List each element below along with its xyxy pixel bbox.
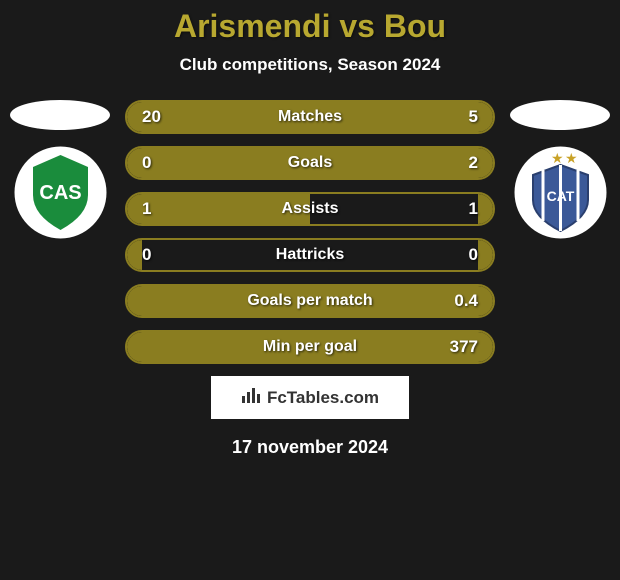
stat-label: Hattricks xyxy=(276,246,344,264)
player-right-side: ★ ★ CAT xyxy=(505,100,615,240)
site-badge: FcTables.com xyxy=(211,376,409,419)
player-left-side: CAS xyxy=(5,100,115,240)
stat-label: Matches xyxy=(278,108,342,126)
stat-value-left: 20 xyxy=(142,107,161,127)
stat-value-right: 377 xyxy=(450,337,478,357)
svg-text:★: ★ xyxy=(565,150,578,166)
main-content: CAS 20 5 Matches 0 2 Goals 1 1 Assists 0 0 Hattrick… xyxy=(0,100,620,364)
stat-label: Goals xyxy=(288,154,332,172)
stat-fill-right xyxy=(420,102,493,132)
stat-row: 0.4 Goals per match xyxy=(125,284,495,318)
stat-fill-left xyxy=(127,332,142,362)
player-left-avatar xyxy=(10,100,110,130)
stat-fill-right xyxy=(478,194,493,224)
stat-row: 20 5 Matches xyxy=(125,100,495,134)
stat-label: Min per goal xyxy=(263,338,357,356)
shield-icon-left: CAS xyxy=(13,145,108,240)
stat-value-right: 1 xyxy=(469,199,478,219)
stat-row: 0 2 Goals xyxy=(125,146,495,180)
stat-value-right: 0 xyxy=(469,245,478,265)
stat-value-left: 0 xyxy=(142,153,151,173)
page-subtitle: Club competitions, Season 2024 xyxy=(180,55,441,75)
stat-value-right: 0.4 xyxy=(454,291,478,311)
stat-row: 377 Min per goal xyxy=(125,330,495,364)
stat-value-right: 5 xyxy=(469,107,478,127)
player-right-avatar xyxy=(510,100,610,130)
stat-value-left: 1 xyxy=(142,199,151,219)
comparison-container: Arismendi vs Bou Club competitions, Seas… xyxy=(0,0,620,580)
stat-row: 0 0 Hattricks xyxy=(125,238,495,272)
page-title: Arismendi vs Bou xyxy=(174,8,446,45)
team-right-badge: ★ ★ CAT xyxy=(513,145,608,240)
stat-fill-left xyxy=(127,286,142,316)
shield-icon-right: ★ ★ CAT xyxy=(513,145,608,240)
svg-text:CAT: CAT xyxy=(546,188,574,204)
chart-icon xyxy=(241,386,261,409)
footer-date: 17 november 2024 xyxy=(232,437,388,458)
svg-text:CAS: CAS xyxy=(39,182,81,204)
stat-fill-left xyxy=(127,240,142,270)
stat-label: Goals per match xyxy=(247,292,372,310)
stat-fill-left xyxy=(127,148,142,178)
stat-label: Assists xyxy=(282,200,339,218)
stat-fill-left xyxy=(127,102,420,132)
stat-value-left: 0 xyxy=(142,245,151,265)
stats-panel: 20 5 Matches 0 2 Goals 1 1 Assists 0 0 Hattricks 0.4… xyxy=(125,100,495,364)
site-name: FcTables.com xyxy=(267,388,379,408)
svg-text:★: ★ xyxy=(551,150,564,166)
stat-fill-right xyxy=(478,240,493,270)
team-left-badge: CAS xyxy=(13,145,108,240)
stat-row: 1 1 Assists xyxy=(125,192,495,226)
stat-value-right: 2 xyxy=(469,153,478,173)
